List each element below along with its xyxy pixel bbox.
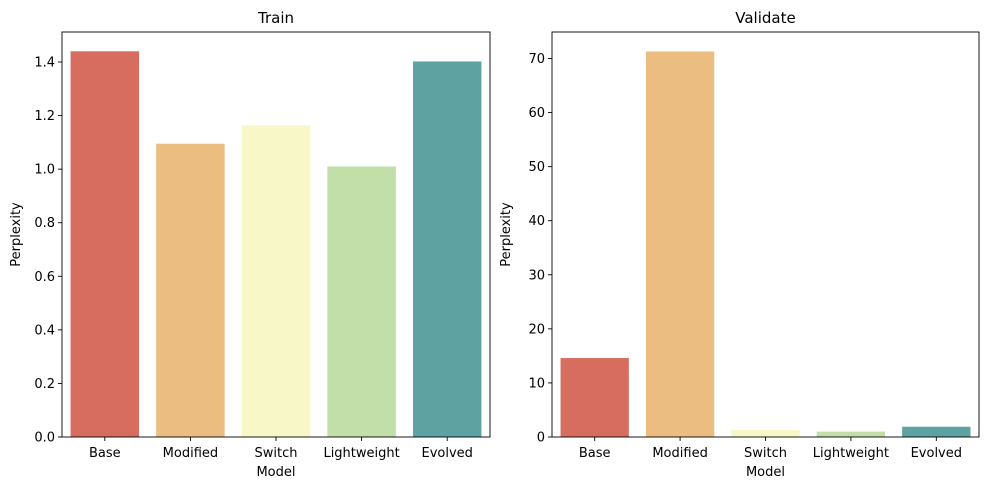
train-bar-lightweight[interactable] — [327, 166, 396, 437]
train-bar-switch[interactable] — [241, 125, 311, 437]
train-x-tick-label: Modified — [163, 446, 218, 461]
train-x-tick-label: Base — [89, 446, 121, 461]
train-y-tick-label: 0.2 — [34, 377, 55, 392]
validate-x-tick-label: Lightweight — [813, 446, 889, 461]
validate-x-axis-label: Model — [746, 465, 785, 480]
validate-bar-switch[interactable] — [731, 429, 800, 437]
train-chart: 0.0 0.2 0.4 0.6 0.8 1.0 1.2 1.4 Base Modified Swit… — [9, 9, 491, 480]
train-y-tick-label: 0.6 — [34, 270, 55, 285]
validate-bar-modified[interactable] — [645, 51, 715, 438]
train-y-tick-label: 1.4 — [34, 56, 55, 71]
validate-x-tick-label: Base — [579, 446, 611, 461]
train-y-tick-label: 1.0 — [34, 163, 55, 178]
validate-chart: 0 10 20 30 40 50 60 70 Base Modified Switch Lightwe… — [499, 9, 980, 480]
train-x-tick-label: Switch — [255, 446, 298, 461]
train-bar-evolved[interactable] — [412, 61, 482, 437]
validate-chart-title: Validate — [735, 9, 795, 27]
train-y-axis-label: Perplexity — [9, 202, 24, 267]
validate-y-axis-label: Perplexity — [499, 202, 514, 267]
validate-bar-lightweight[interactable] — [816, 431, 886, 437]
validate-y-tick-label: 20 — [528, 322, 545, 337]
train-y-tick-label: 0.0 — [34, 431, 55, 446]
train-x-tick-label: Lightweight — [323, 446, 399, 461]
validate-y-tick-label: 30 — [528, 268, 545, 283]
validate-y-tick-label: 60 — [528, 106, 545, 121]
train-x-tick-label: Evolved — [421, 446, 472, 461]
validate-y-tick-label: 70 — [528, 52, 545, 67]
train-x-axis-label: Model — [256, 465, 295, 480]
train-y-tick-label: 0.8 — [34, 216, 55, 231]
validate-y-tick-label: 0 — [537, 431, 545, 446]
validate-bar-base[interactable] — [560, 358, 629, 437]
train-y-tick-label: 1.2 — [34, 109, 55, 124]
validate-y-tick-label: 40 — [528, 214, 545, 229]
train-chart-title: Train — [257, 9, 294, 27]
validate-bar-evolved[interactable] — [902, 426, 971, 437]
train-bar-base[interactable] — [70, 51, 140, 438]
validate-x-tick-label: Modified — [652, 446, 707, 461]
validate-y-tick-label: 50 — [528, 160, 545, 175]
train-y-tick-label: 0.4 — [34, 323, 55, 338]
validate-y-tick-label: 10 — [528, 376, 545, 391]
validate-x-tick-label: Evolved — [911, 446, 962, 461]
validate-x-tick-label: Switch — [744, 446, 787, 461]
train-bar-modified[interactable] — [156, 143, 225, 438]
